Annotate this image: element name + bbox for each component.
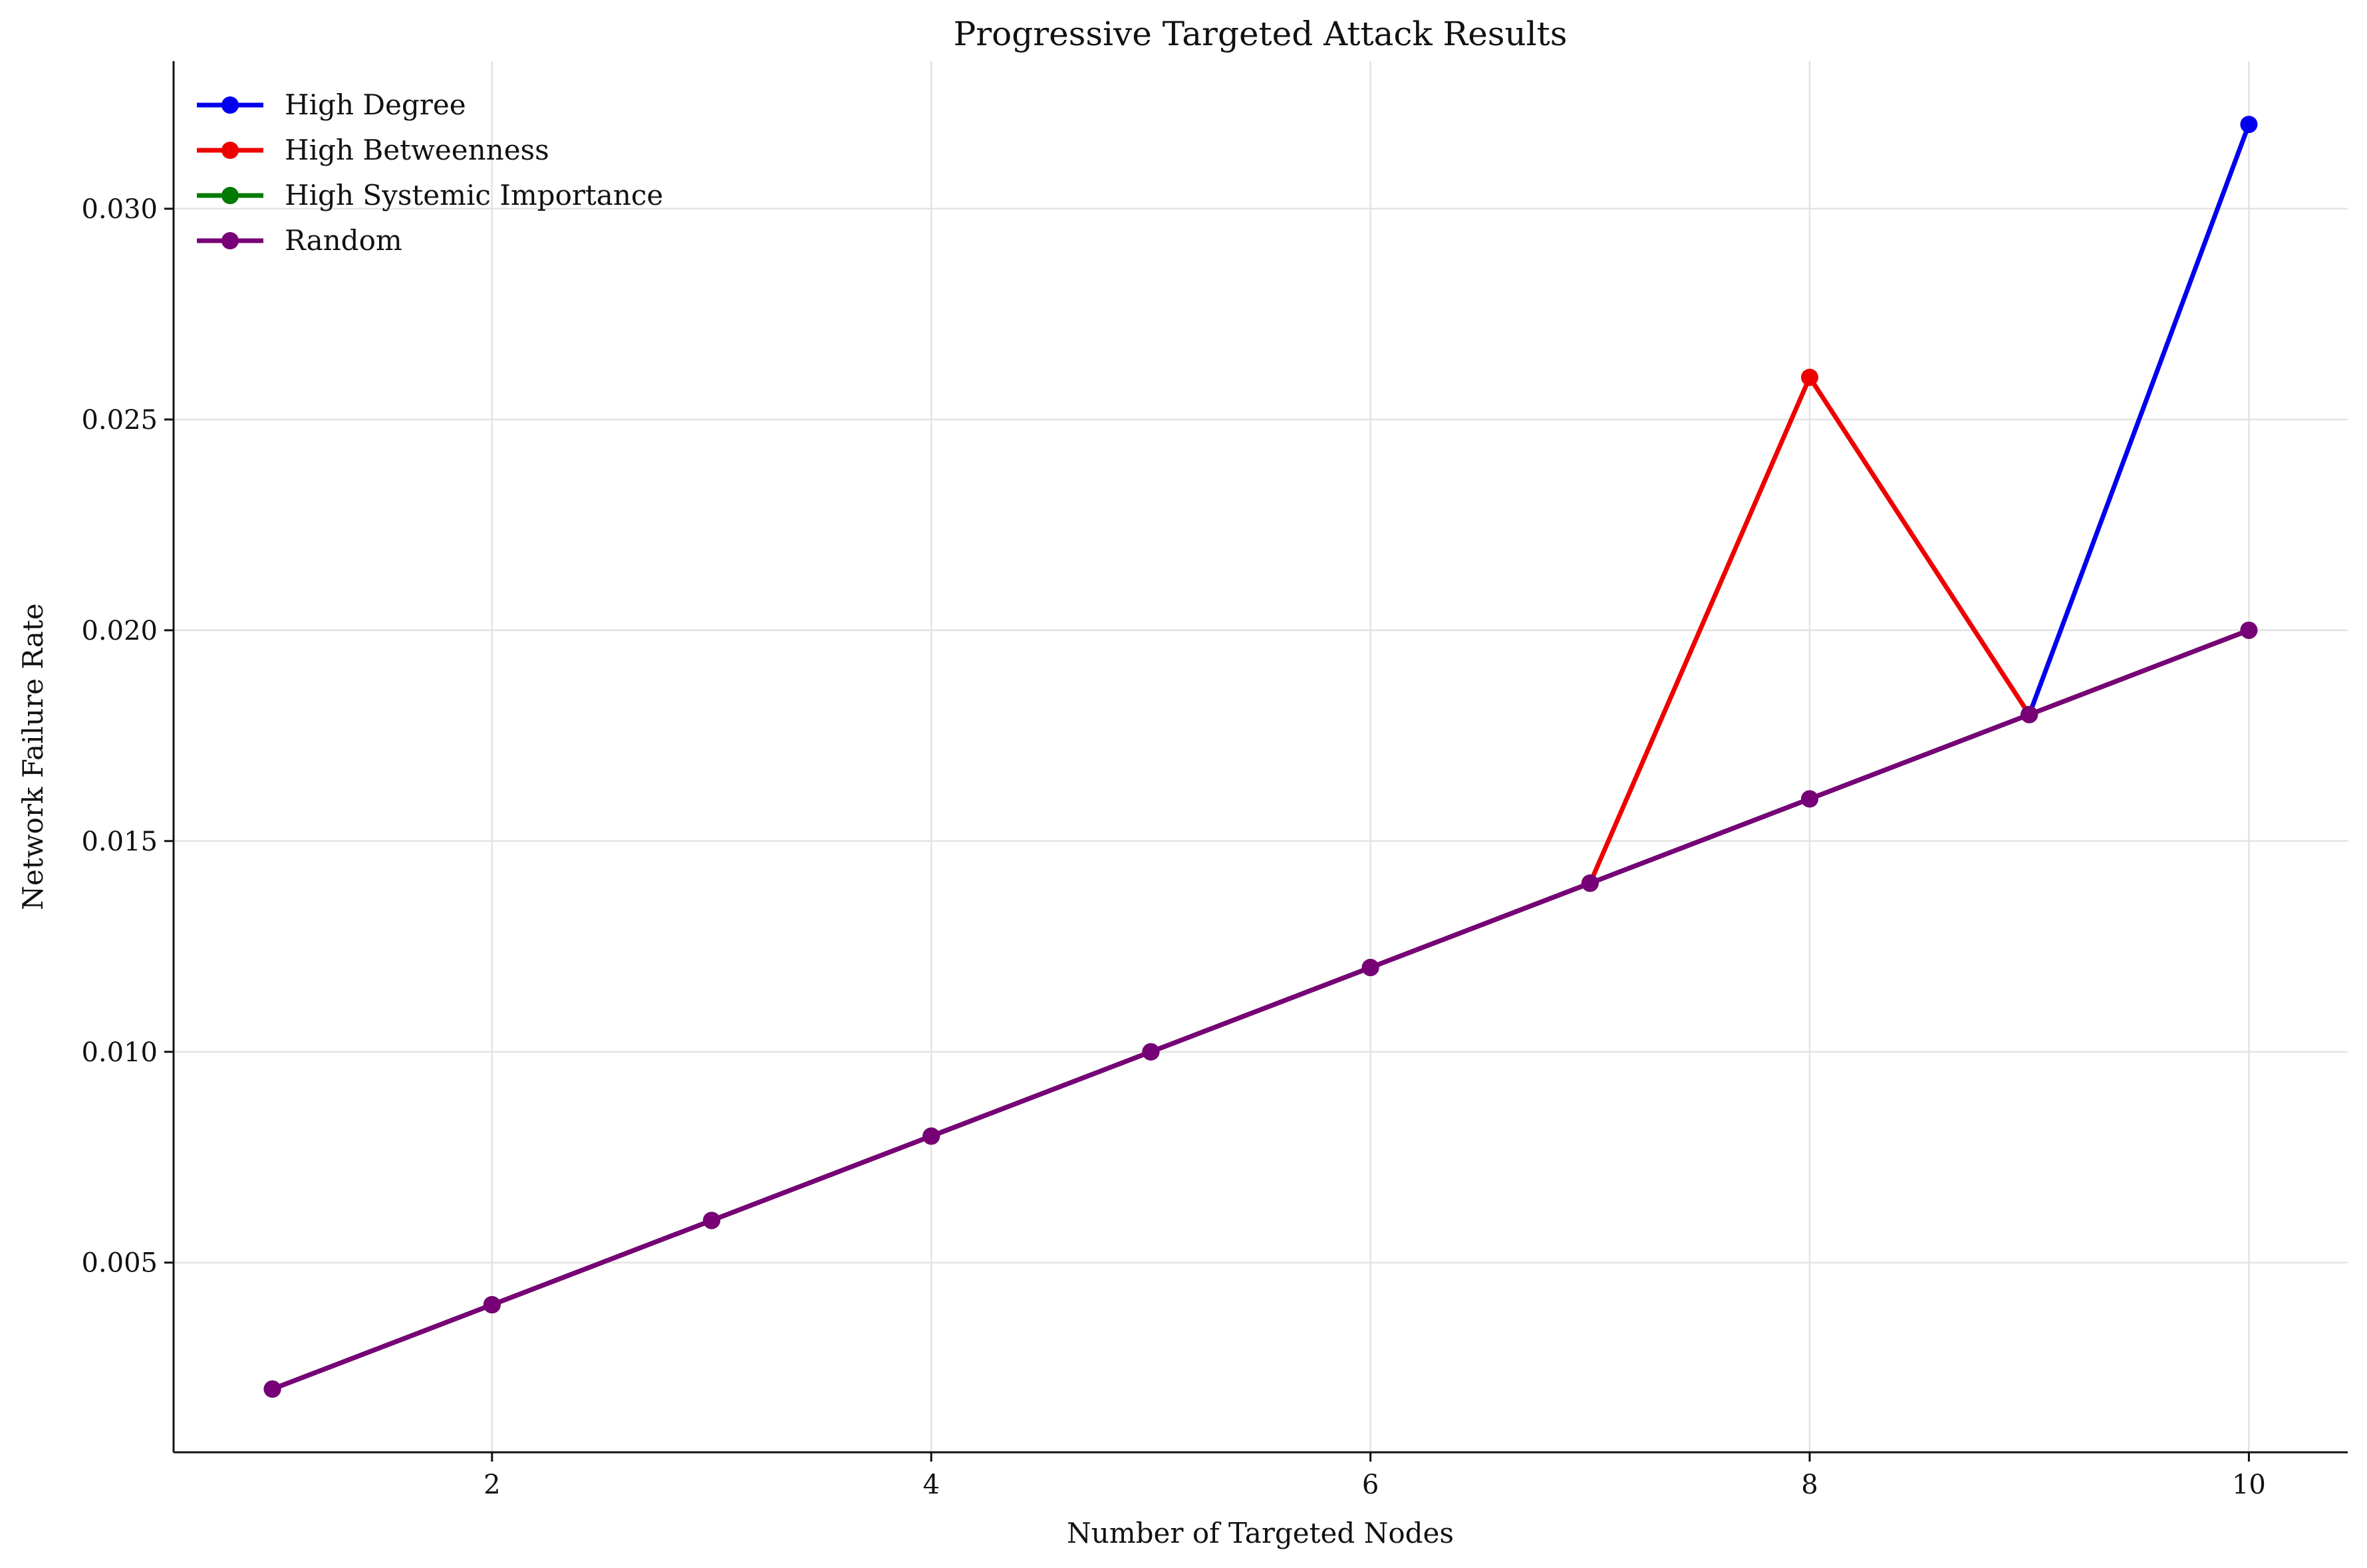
data-point-high-degree (2240, 116, 2258, 134)
series-line-high-betweenness (270, 374, 2251, 1392)
y-tick-label: 0.005 (81, 1248, 158, 1279)
data-point-random (1361, 958, 1379, 976)
data-point-random (702, 1212, 720, 1230)
legend-label: High Systemic Importance (285, 179, 663, 211)
data-point-random (263, 1380, 281, 1398)
data-point-random (1142, 1043, 1160, 1061)
gridlines (174, 61, 2348, 1452)
legend-label: Random (285, 224, 402, 257)
legend-item-random: Random (197, 224, 402, 257)
legend-marker (221, 187, 239, 204)
x-tick-label: 2 (484, 1470, 500, 1500)
data-point-random (922, 1127, 940, 1145)
data-point-random (1801, 790, 1819, 808)
legend-item-high-degree: High Degree (197, 88, 466, 121)
x-tick-label: 8 (1801, 1470, 1818, 1500)
series-line-high-degree (270, 122, 2251, 1392)
x-ticks: 2 4 6 8 10 (484, 1452, 2266, 1500)
y-tick-label: 0.010 (81, 1037, 158, 1068)
legend-marker (221, 232, 239, 249)
series-random (263, 621, 2258, 1398)
y-ticks: 0.005 0.010 0.015 0.020 0.025 0.030 (81, 194, 174, 1279)
data-point-random (2240, 621, 2258, 639)
legend-label: High Betweenness (285, 134, 549, 166)
data-point-random (2020, 706, 2038, 723)
series-high-degree (263, 116, 2258, 1398)
legend-marker (221, 142, 239, 159)
legend-label: High Degree (285, 88, 466, 121)
data-point-random (483, 1296, 501, 1314)
y-tick-label: 0.015 (81, 827, 158, 857)
y-tick-label: 0.025 (81, 405, 158, 436)
x-axis-label: Number of Targeted Nodes (1067, 1517, 1454, 1549)
series-line-random (270, 628, 2251, 1392)
x-tick-label: 6 (1362, 1470, 1379, 1500)
legend-item-high-systemic-importance: High Systemic Importance (197, 179, 663, 211)
x-tick-label: 10 (2232, 1470, 2266, 1500)
axes (172, 61, 2348, 1454)
series-high-betweenness (263, 368, 2258, 1398)
legend-item-high-betweenness: High Betweenness (197, 134, 549, 166)
x-tick-label: 4 (922, 1470, 939, 1500)
y-tick-label: 0.020 (81, 616, 158, 646)
legend-marker (221, 96, 239, 114)
chart-title: Progressive Targeted Attack Results (954, 15, 1568, 53)
legend: High Degree High Betweenness High Systemic… (197, 88, 663, 257)
data-point-random (1581, 874, 1599, 892)
series-lines (263, 116, 2258, 1398)
y-axis-label: Network Failure Rate (17, 603, 49, 910)
data-point-high-betweenness (1801, 368, 1819, 386)
y-tick-label: 0.030 (81, 194, 158, 225)
